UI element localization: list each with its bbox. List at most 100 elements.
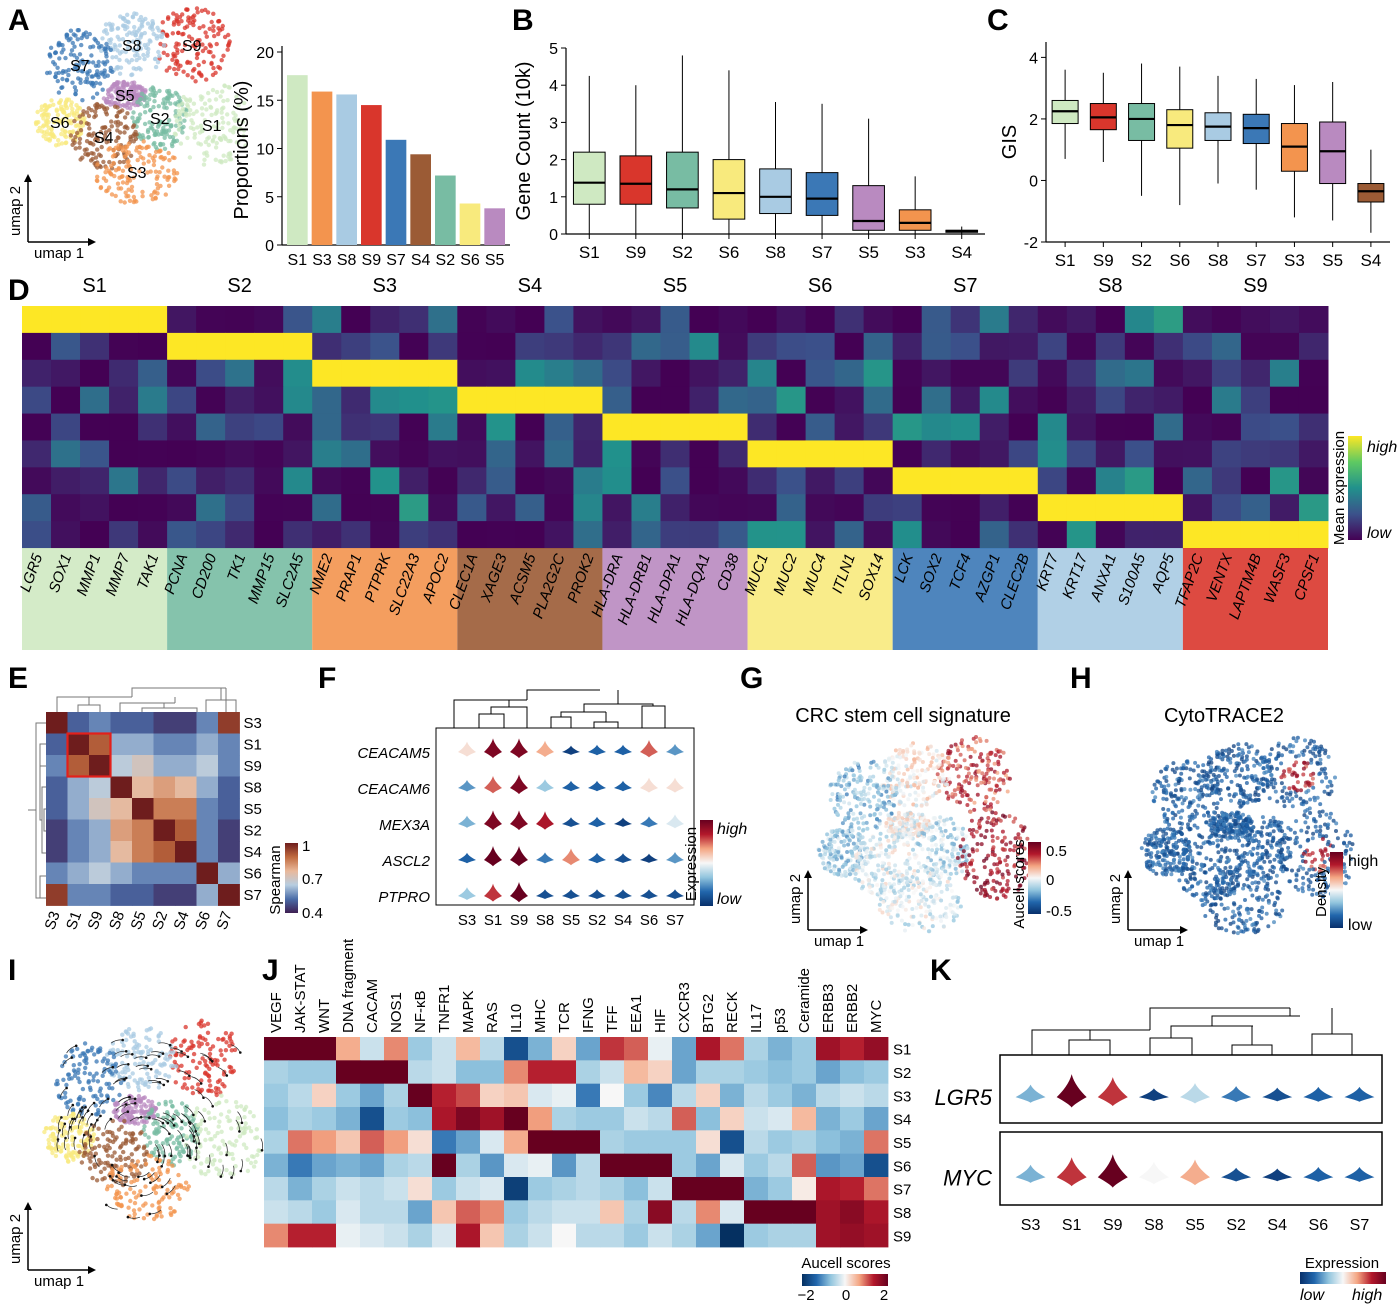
j-cell [528, 1153, 553, 1178]
d-cell [573, 521, 603, 549]
i-arrowhead [74, 1044, 78, 1048]
c-y-axis-label: GIS [999, 125, 1021, 159]
d-cell [486, 332, 516, 361]
j-cell [624, 1083, 649, 1108]
e-cell [175, 776, 197, 799]
d-cell [22, 332, 52, 361]
d-cell [109, 440, 139, 468]
b-ytick-label: 3 [549, 115, 558, 132]
j-cell [264, 1200, 289, 1225]
d-cell [312, 521, 342, 549]
h-cluster-S4 [1174, 831, 1244, 901]
b-ytick-label: 1 [549, 190, 558, 207]
e-cell [175, 884, 197, 906]
j-cell [360, 1223, 385, 1248]
d-cell [341, 467, 371, 495]
a-xtick-label-s1: S1 [288, 252, 308, 269]
j-cell [456, 1060, 481, 1085]
b-box-s6 [712, 159, 746, 220]
d-cell [196, 332, 226, 361]
f-violin [562, 817, 580, 828]
j-cell [840, 1130, 865, 1155]
e-cell [89, 712, 111, 734]
j-cell [576, 1153, 601, 1178]
j-cell [288, 1083, 313, 1108]
j-col-label: BTG2 [700, 994, 717, 1033]
d-cell [1095, 494, 1126, 522]
d-cell [950, 521, 981, 549]
i-arrowhead [180, 1120, 184, 1123]
j-cell [504, 1177, 529, 1201]
d-cell [1211, 359, 1242, 388]
j-cell [552, 1130, 577, 1155]
k-violin [1303, 1167, 1334, 1182]
d-cell [283, 494, 313, 522]
e-cell [46, 798, 68, 820]
j-row-label-s1: S1 [893, 1042, 911, 1059]
d-cell [167, 467, 197, 495]
a-umap-x-arrow [88, 238, 96, 246]
e-cell [218, 776, 240, 799]
h-legend-title: Density [1313, 866, 1330, 917]
d-cell [457, 494, 487, 522]
d-cell [51, 359, 81, 388]
i-arrowhead [142, 1177, 146, 1181]
c-ytick-label: -2 [1024, 235, 1038, 252]
g-cluster-S4 [853, 831, 923, 903]
i-arrowhead [156, 1160, 159, 1164]
d-cell [167, 332, 197, 361]
d-cell [892, 467, 923, 495]
e-cell [132, 819, 154, 842]
d-cell [399, 440, 429, 468]
a-umap-y-arrow [24, 174, 32, 182]
i-arrowhead [71, 1103, 75, 1107]
d-cell [544, 467, 574, 495]
d-cell [138, 413, 168, 441]
a-bar-s6 [459, 203, 481, 245]
d-cell [312, 386, 342, 415]
i-arrowhead [140, 1194, 143, 1197]
d-cell [1211, 386, 1242, 415]
e-cell [67, 755, 90, 777]
j-col-label: DNA fragment [340, 938, 357, 1033]
d-cell [1269, 306, 1300, 334]
j-cell [624, 1177, 649, 1201]
g-umap-x-arrow [860, 926, 868, 934]
f-violin [588, 816, 606, 828]
k-xtick-label-s2: S2 [1226, 1217, 1246, 1234]
f-violin [588, 780, 606, 792]
i-arrowhead [126, 1215, 130, 1219]
e-cell [110, 798, 133, 820]
c-xtick-label-s2: S2 [1131, 251, 1152, 270]
k-violin [1056, 1157, 1087, 1187]
j-cell [552, 1107, 577, 1131]
k-dendro-branch [1231, 1044, 1273, 1055]
e-row-label-s5: S5 [244, 801, 262, 818]
j-cell [384, 1060, 409, 1085]
g-legend-tick: -0.5 [1046, 903, 1072, 920]
f-violin [614, 744, 632, 756]
e-col-label-s5: S5 [128, 909, 150, 932]
d-cell [457, 467, 487, 495]
d-cell [1211, 440, 1242, 468]
d-cell [1037, 306, 1068, 334]
d-cell [1066, 359, 1097, 388]
f-gene-label-ceacam6: CEACAM6 [357, 781, 430, 798]
j-cell [624, 1153, 649, 1178]
g-umap-x-label: umap 1 [814, 933, 864, 950]
d-cell [1182, 467, 1213, 495]
d-cell [892, 440, 923, 468]
f-violin [458, 780, 476, 792]
i-arrowhead [260, 1149, 264, 1152]
i-streamline [141, 1191, 154, 1197]
e-cell [218, 798, 240, 820]
i-arrowhead [123, 1183, 127, 1186]
e-cell [110, 733, 133, 756]
d-cell [167, 359, 197, 388]
e-cell [132, 733, 154, 756]
d-gene-box-s3 [312, 548, 458, 650]
h-cluster-S2 [1237, 815, 1293, 880]
i-arrowhead [108, 1175, 112, 1178]
d-cell [834, 359, 865, 388]
